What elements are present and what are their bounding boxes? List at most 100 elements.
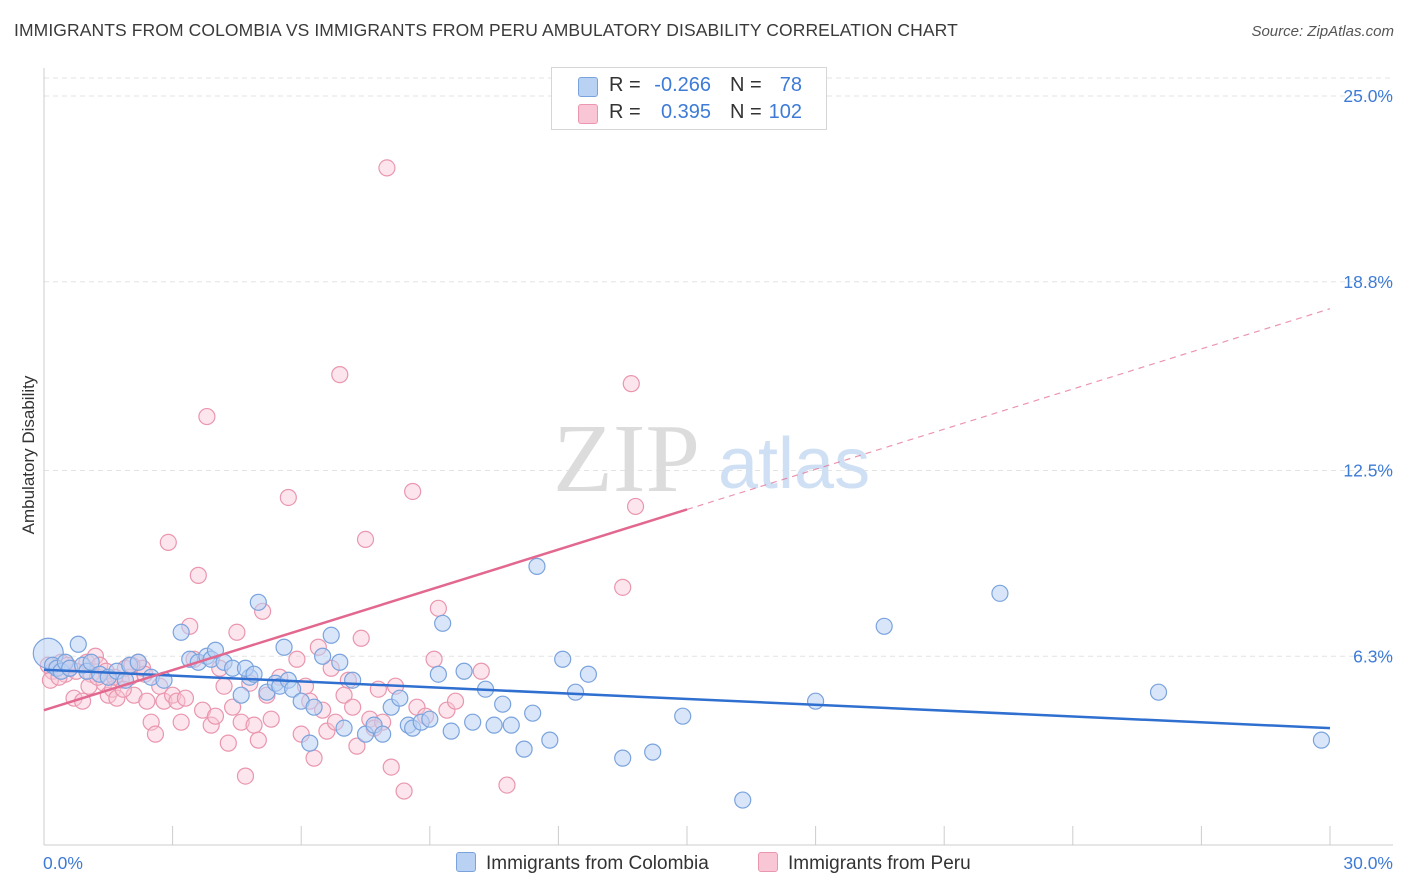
colombia-point [541, 731, 559, 749]
colombia-point [579, 665, 598, 683]
peru-trend-line [43, 508, 688, 712]
colombia-point [275, 638, 293, 656]
peru-point [305, 749, 323, 767]
chart-title: IMMIGRANTS FROM COLOMBIA VS IMMIGRANTS F… [14, 20, 958, 40]
peru-point [395, 782, 413, 800]
colombia-point [554, 650, 572, 668]
peru-point [215, 677, 233, 695]
legend-row-peru: R = 0.395 N = 102 [552, 101, 826, 127]
peru-point [138, 692, 156, 710]
colombia-point [1149, 683, 1168, 701]
colombia-point [991, 584, 1009, 602]
correlation-legend: R = -0.266 N = 78 R = 0.395 N = 102 [551, 67, 827, 130]
peru-square-icon [758, 852, 778, 872]
colombia-point [314, 647, 332, 665]
legend-n-label: N = [730, 101, 762, 123]
y-tick-label: 6.3% [1353, 646, 1393, 666]
colombia-point [69, 635, 87, 653]
y-tick-label: 12.5% [1343, 461, 1393, 481]
colombia-point [421, 710, 439, 728]
grid-layer [44, 77, 1393, 657]
peru-point [202, 716, 220, 734]
peru-point [198, 407, 216, 426]
y-tick-label: 18.8% [1343, 272, 1393, 292]
colombia-point [455, 662, 473, 680]
peru-point [159, 533, 177, 552]
peru-point [262, 710, 280, 728]
peru-point [206, 707, 225, 725]
peru-point [344, 698, 362, 716]
peru-point [288, 650, 306, 668]
legend-r-label: R = [609, 74, 641, 96]
peru-point [429, 599, 447, 617]
peru-point [331, 366, 349, 384]
peru-point [356, 530, 375, 549]
x-tick-label-max: 30.0% [1343, 853, 1393, 873]
peru-point [438, 701, 456, 719]
colombia-point [82, 653, 100, 671]
colombia-point [434, 614, 452, 632]
bottom-legend-colombia-label: Immigrants from Colombia [486, 853, 709, 874]
peru-point [189, 566, 207, 584]
colombia-point [249, 593, 267, 611]
peru-point [176, 689, 195, 707]
colombia-point [614, 749, 632, 767]
colombia-point [644, 743, 662, 761]
source-label: Source: ZipAtlas.com [1251, 23, 1394, 40]
peru-point [245, 716, 263, 734]
x-tick-label-min: 0.0% [43, 853, 83, 873]
legend-r-value: 0.395 [660, 101, 711, 123]
legend-n-value: 78 [779, 74, 802, 96]
colombia-point [335, 719, 353, 737]
colombia-point [524, 704, 542, 722]
legend-row-colombia: R = -0.266 N = 78 [552, 74, 826, 100]
legend-n-value: 102 [768, 101, 802, 123]
y-tick-label: 25.0% [1343, 86, 1393, 106]
peru-point [378, 159, 396, 177]
peru-point [219, 734, 237, 752]
bottom-legend-peru: Immigrants from Peru [758, 852, 971, 875]
peru-point [249, 731, 267, 749]
peru-point [228, 623, 246, 641]
colombia-point [734, 791, 752, 809]
colombia-point [494, 695, 512, 713]
colombia-point [172, 623, 190, 641]
colombia-point [322, 626, 340, 644]
watermark: ZIP atlas [553, 405, 870, 513]
peru-point [404, 482, 422, 501]
peru-point [626, 497, 645, 516]
colombia-point [129, 653, 147, 671]
peru-point [224, 698, 242, 716]
watermark-atlas: atlas [718, 424, 870, 504]
peru-point [614, 578, 632, 596]
colombia-point [485, 716, 503, 734]
peru-point [155, 692, 173, 710]
peru-point [146, 725, 165, 743]
colombia-point [344, 671, 362, 689]
colombia-point [442, 722, 460, 740]
colombia-points [32, 557, 1331, 809]
peru-point [348, 737, 366, 755]
colombia-swatch-icon [578, 77, 598, 97]
peru-point [172, 713, 190, 731]
peru-trend-line-extrapolated [686, 308, 1331, 511]
legend-n-label: N = [730, 74, 762, 96]
peru-point [446, 692, 465, 710]
bottom-legend-peru-label: Immigrants from Peru [788, 853, 971, 874]
colombia-point [464, 713, 482, 731]
colombia-point [566, 683, 585, 701]
colombia-point [301, 734, 319, 752]
peru-point [232, 713, 250, 731]
trend-layer [43, 308, 1331, 730]
colombia-point [502, 716, 520, 734]
peru-point [236, 767, 255, 785]
colombia-point [515, 740, 533, 758]
peru-swatch-icon [578, 104, 598, 124]
peru-point [352, 629, 370, 647]
watermark-zip: ZIP [553, 405, 700, 513]
colombia-point [1312, 731, 1331, 749]
axis-layer: 6.3% 12.5% 18.8% 25.0% [43, 68, 1393, 846]
colombia-point [391, 689, 409, 707]
peru-point [279, 488, 297, 507]
